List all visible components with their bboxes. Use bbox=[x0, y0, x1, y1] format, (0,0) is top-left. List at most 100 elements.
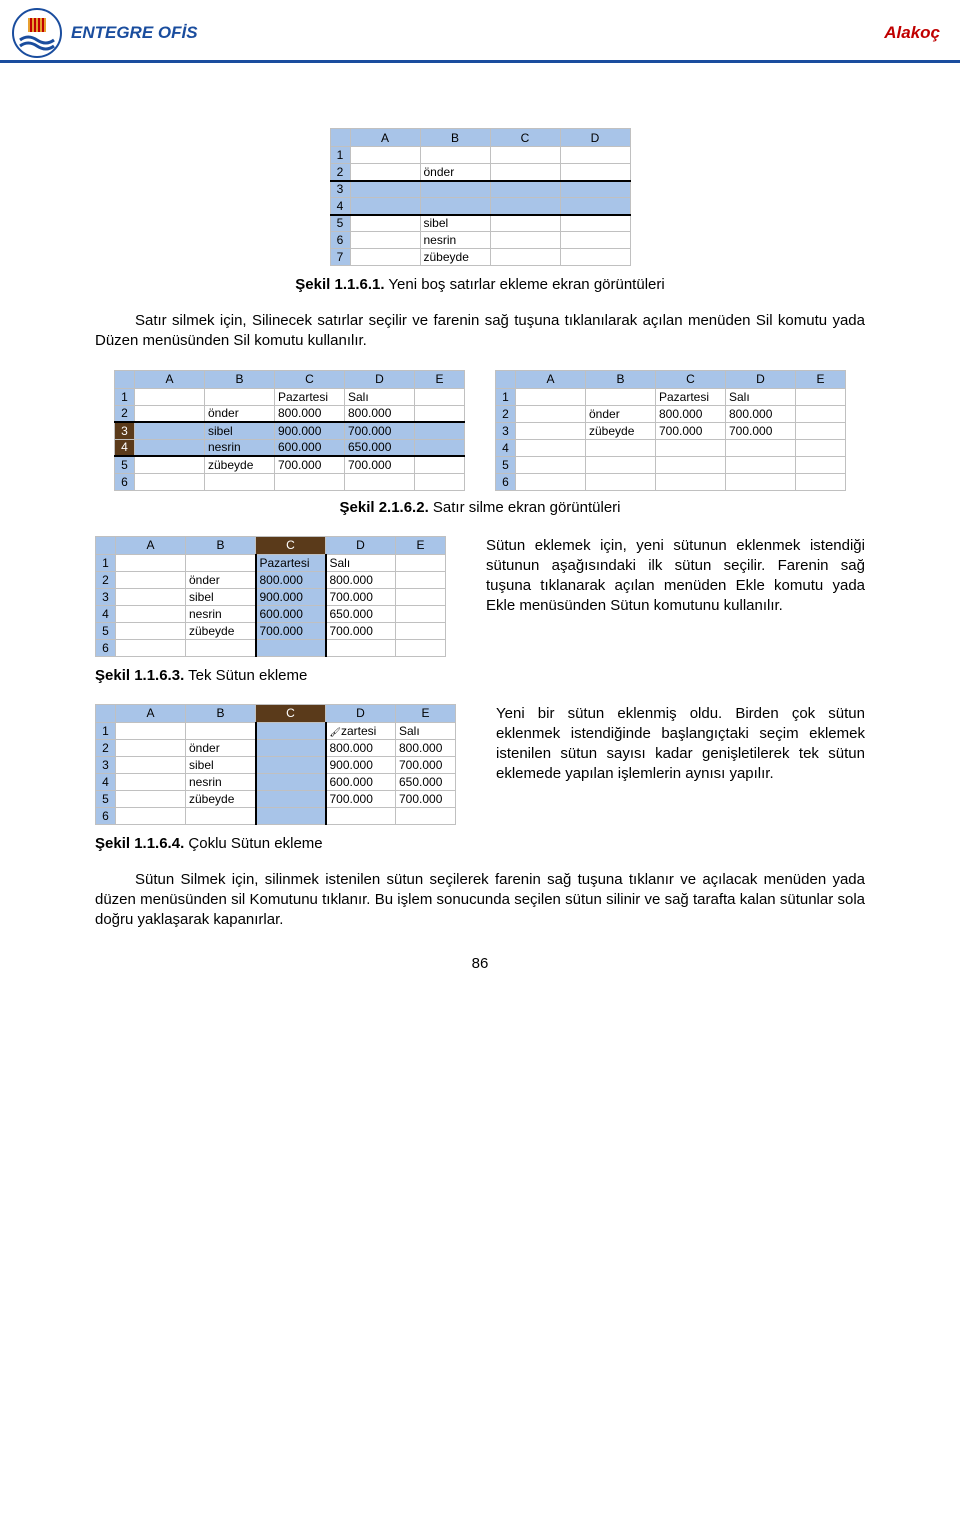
cell[interactable]: 900.000 bbox=[256, 588, 326, 605]
cell[interactable] bbox=[256, 790, 326, 807]
cell[interactable] bbox=[516, 439, 586, 456]
row-header[interactable]: 3 bbox=[96, 756, 116, 773]
cell[interactable]: 650.000 bbox=[326, 605, 396, 622]
cell[interactable]: sibel bbox=[186, 756, 256, 773]
cell[interactable]: zübeyde bbox=[205, 456, 275, 473]
cell[interactable]: önder bbox=[186, 739, 256, 756]
row-header[interactable]: 4 bbox=[496, 439, 516, 456]
col-header[interactable]: E bbox=[396, 536, 446, 554]
row-header[interactable]: 1 bbox=[96, 554, 116, 571]
cell[interactable] bbox=[796, 439, 846, 456]
cell[interactable] bbox=[350, 232, 420, 249]
col-header[interactable]: A bbox=[350, 129, 420, 147]
cell[interactable] bbox=[415, 388, 465, 405]
cell[interactable] bbox=[420, 181, 490, 198]
cell[interactable] bbox=[256, 722, 326, 739]
cell[interactable] bbox=[516, 422, 586, 439]
cell[interactable] bbox=[116, 722, 186, 739]
cell[interactable] bbox=[560, 232, 630, 249]
cell[interactable] bbox=[420, 198, 490, 215]
row-header[interactable]: 6 bbox=[96, 639, 116, 656]
cell[interactable] bbox=[326, 639, 396, 656]
cell[interactable] bbox=[656, 456, 726, 473]
cell[interactable] bbox=[516, 473, 586, 490]
cell[interactable]: Pazartesi bbox=[275, 388, 345, 405]
col-header[interactable]: C bbox=[490, 129, 560, 147]
cell[interactable] bbox=[350, 215, 420, 232]
cell[interactable] bbox=[350, 147, 420, 164]
cell[interactable]: zübeyde bbox=[186, 622, 256, 639]
col-header[interactable]: D bbox=[560, 129, 630, 147]
row-header[interactable]: 2 bbox=[330, 164, 350, 181]
row-header[interactable]: 2 bbox=[96, 739, 116, 756]
col-header[interactable]: C bbox=[256, 536, 326, 554]
cell[interactable] bbox=[116, 639, 186, 656]
cell[interactable] bbox=[396, 807, 456, 824]
cell[interactable]: 800.000 bbox=[396, 739, 456, 756]
cell[interactable] bbox=[350, 198, 420, 215]
cell[interactable]: önder bbox=[586, 405, 656, 422]
cell[interactable] bbox=[350, 164, 420, 181]
cell[interactable] bbox=[186, 807, 256, 824]
cell[interactable] bbox=[135, 473, 205, 490]
row-header[interactable]: 1 bbox=[115, 388, 135, 405]
cell[interactable] bbox=[490, 215, 560, 232]
cell[interactable] bbox=[586, 388, 656, 405]
col-header[interactable]: B bbox=[186, 704, 256, 722]
row-header[interactable]: 3 bbox=[96, 588, 116, 605]
cell[interactable]: 900.000 bbox=[326, 756, 396, 773]
cell[interactable]: zübeyde bbox=[586, 422, 656, 439]
cell[interactable]: sibel bbox=[205, 422, 275, 439]
cell[interactable]: zübeyde bbox=[420, 249, 490, 266]
cell[interactable] bbox=[796, 473, 846, 490]
col-header[interactable]: C bbox=[256, 704, 326, 722]
cell[interactable]: 700.000 bbox=[396, 756, 456, 773]
cell[interactable] bbox=[116, 756, 186, 773]
cell[interactable]: 800.000 bbox=[345, 405, 415, 422]
cell[interactable] bbox=[516, 388, 586, 405]
cell[interactable]: 800.000 bbox=[256, 571, 326, 588]
cell[interactable] bbox=[415, 456, 465, 473]
cell[interactable] bbox=[516, 456, 586, 473]
row-header[interactable]: 2 bbox=[496, 405, 516, 422]
col-header[interactable]: A bbox=[116, 704, 186, 722]
cell[interactable] bbox=[420, 147, 490, 164]
cell[interactable]: nesrin bbox=[205, 439, 275, 456]
cell[interactable] bbox=[135, 405, 205, 422]
cell[interactable]: Salı bbox=[396, 722, 456, 739]
cell[interactable] bbox=[116, 622, 186, 639]
col-header[interactable]: B bbox=[420, 129, 490, 147]
row-header[interactable]: 3 bbox=[330, 181, 350, 198]
cell[interactable]: 800.000 bbox=[726, 405, 796, 422]
row-header[interactable]: 1 bbox=[496, 388, 516, 405]
col-header[interactable]: C bbox=[275, 370, 345, 388]
cell[interactable] bbox=[396, 571, 446, 588]
cell[interactable]: Salı bbox=[345, 388, 415, 405]
cell[interactable] bbox=[490, 181, 560, 198]
cell[interactable] bbox=[116, 571, 186, 588]
cell[interactable] bbox=[490, 232, 560, 249]
cell[interactable]: Pazartesi bbox=[256, 554, 326, 571]
cell[interactable]: 700.000 bbox=[256, 622, 326, 639]
row-header[interactable]: 3 bbox=[496, 422, 516, 439]
cell[interactable] bbox=[345, 473, 415, 490]
cell[interactable]: 650.000 bbox=[396, 773, 456, 790]
cell[interactable] bbox=[516, 405, 586, 422]
cell[interactable]: 🖌zartesi bbox=[326, 722, 396, 739]
cell[interactable]: 600.000 bbox=[326, 773, 396, 790]
cell[interactable] bbox=[116, 605, 186, 622]
cell[interactable] bbox=[726, 439, 796, 456]
cell[interactable]: 700.000 bbox=[656, 422, 726, 439]
cell[interactable] bbox=[186, 554, 256, 571]
col-header[interactable]: E bbox=[415, 370, 465, 388]
cell[interactable] bbox=[490, 249, 560, 266]
cell[interactable] bbox=[256, 739, 326, 756]
cell[interactable] bbox=[415, 473, 465, 490]
cell[interactable] bbox=[586, 439, 656, 456]
row-header[interactable]: 2 bbox=[96, 571, 116, 588]
col-header[interactable]: D bbox=[726, 370, 796, 388]
cell[interactable] bbox=[256, 756, 326, 773]
cell[interactable]: 700.000 bbox=[275, 456, 345, 473]
cell[interactable]: önder bbox=[420, 164, 490, 181]
cell[interactable] bbox=[396, 605, 446, 622]
